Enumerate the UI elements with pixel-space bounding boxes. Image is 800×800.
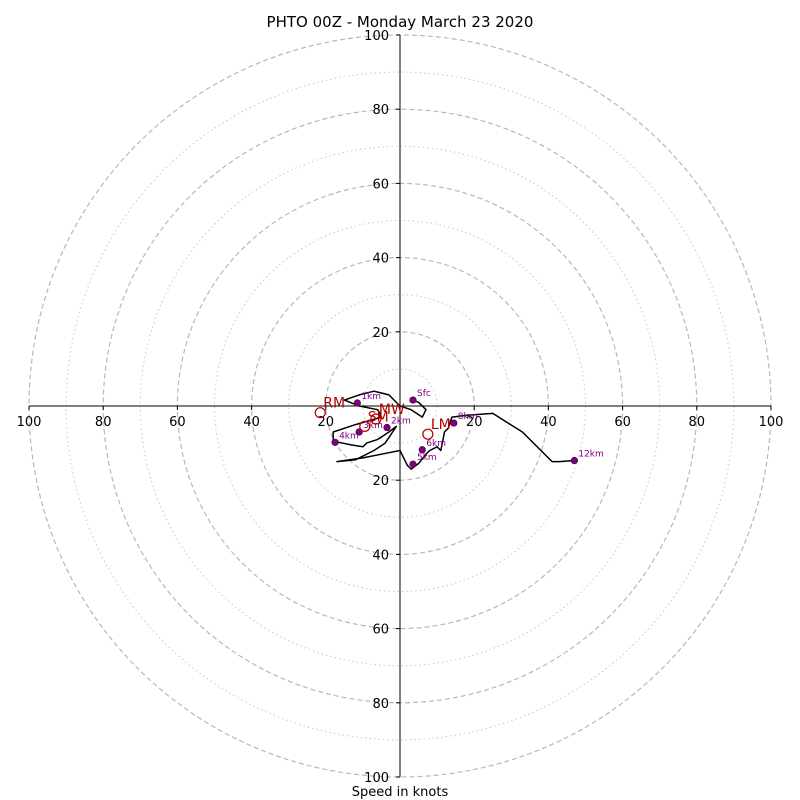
height-label: 5km <box>417 453 437 463</box>
height-marker <box>383 423 391 432</box>
storm-motion-marker <box>370 413 382 425</box>
y-tick-label: 60 <box>372 177 389 192</box>
x-tick-label: 80 <box>95 415 112 430</box>
storm-motion-marker <box>422 428 434 440</box>
x-tick-label: 80 <box>689 415 706 430</box>
x-tick-label: 60 <box>169 415 186 430</box>
height-label: 3km <box>363 421 383 431</box>
y-tick-label: 80 <box>372 697 389 712</box>
storm-motion-label: LM <box>431 417 451 433</box>
height-marker <box>450 419 458 427</box>
y-tick-label: 80 <box>372 103 389 118</box>
x-tick-label: 40 <box>540 415 557 430</box>
height-label: 6km <box>426 439 446 449</box>
y-tick-label: 100 <box>364 29 389 44</box>
storm-motion-marker <box>359 420 371 433</box>
height-marker <box>353 399 361 407</box>
height-marker <box>409 396 417 404</box>
y-tick-label: 100 <box>364 771 389 786</box>
x-tick-label: 100 <box>759 415 784 430</box>
height-marker <box>570 456 578 465</box>
x-tick-label: 20 <box>466 415 483 430</box>
y-tick-label: 60 <box>372 623 389 638</box>
y-tick-label: 40 <box>372 548 389 563</box>
x-axis-label: Speed in knots <box>352 785 449 800</box>
y-tick-label: 40 <box>372 252 389 267</box>
height-label: 8km <box>458 412 478 422</box>
chart-title: PHTO 00Z - Monday March 23 2020 <box>267 13 534 31</box>
height-label: 2km <box>391 417 411 427</box>
storm-motion-marker <box>314 407 326 419</box>
x-tick-label: 60 <box>614 415 631 430</box>
height-marker <box>418 446 426 454</box>
y-tick-label: 20 <box>372 474 389 489</box>
y-tick-label: 20 <box>372 326 389 341</box>
storm-motion-label: RM <box>323 396 345 412</box>
storm-motion-label: MW <box>379 402 405 418</box>
wind-trace-line <box>332 390 575 470</box>
storm-motion-label: SM <box>368 409 389 425</box>
height-marker <box>355 428 363 436</box>
height-marker <box>331 438 339 446</box>
height-label: 4km <box>339 431 359 441</box>
x-tick-label: 100 <box>17 415 42 430</box>
height-marker <box>409 460 417 468</box>
height-label: 12km <box>578 450 603 460</box>
x-tick-label: 40 <box>243 415 260 430</box>
height-label: Sfc <box>417 389 431 399</box>
height-label: 1km <box>361 392 381 402</box>
x-tick-label: 20 <box>318 415 335 430</box>
